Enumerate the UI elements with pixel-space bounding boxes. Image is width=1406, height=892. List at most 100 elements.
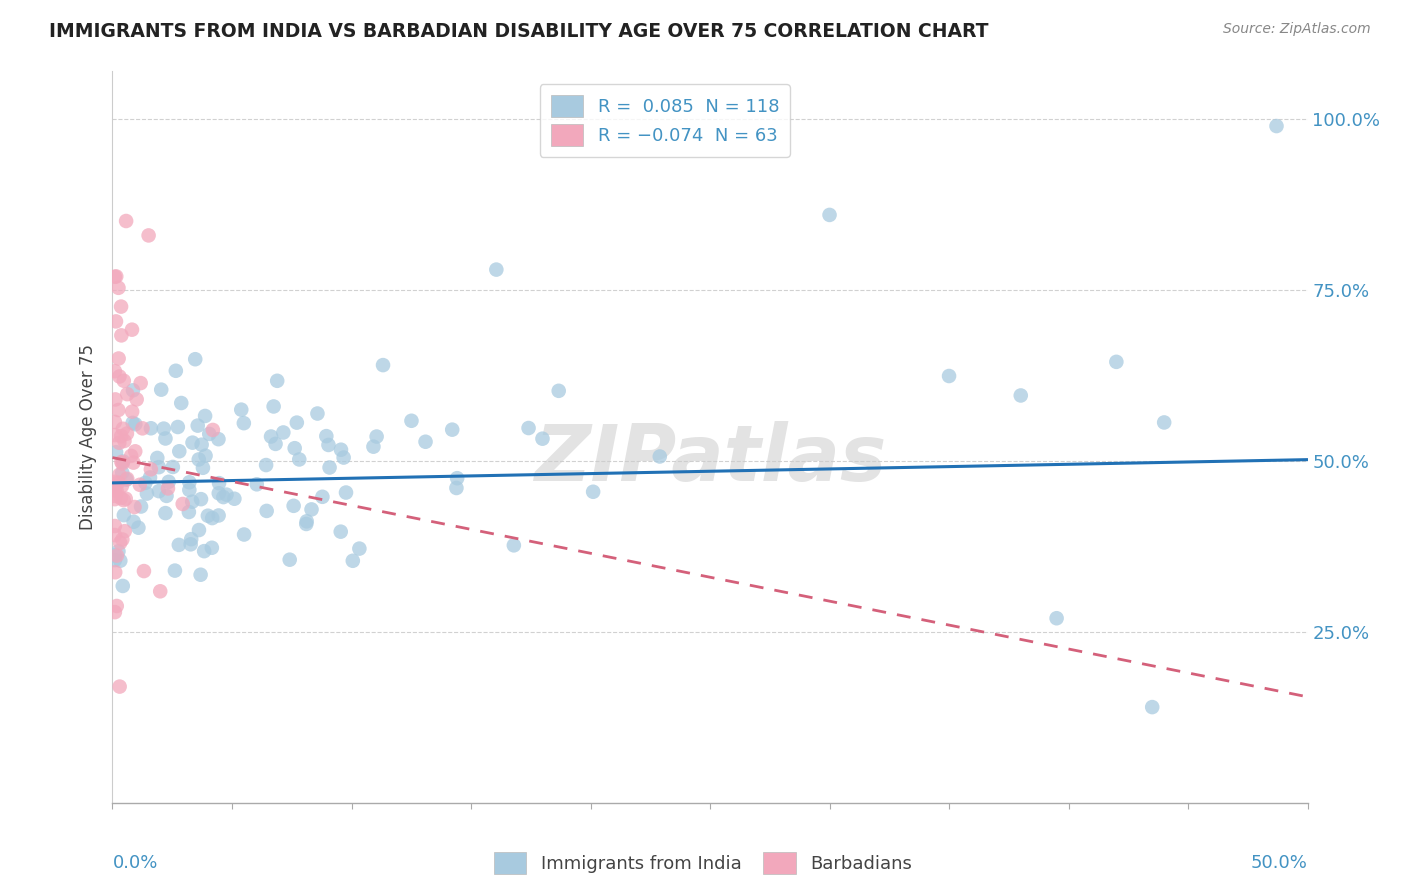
Point — [266, 374, 288, 388]
Point — [288, 452, 311, 467]
Point — [108, 536, 131, 550]
Point — [246, 477, 269, 491]
Text: IMMIGRANTS FROM INDIA VS BARBADIAN DISABILITY AGE OVER 75 CORRELATION CHART: IMMIGRANTS FROM INDIA VS BARBADIAN DISAB… — [49, 22, 988, 41]
Point — [194, 449, 217, 463]
Point — [1010, 388, 1032, 402]
Point — [115, 473, 138, 487]
Point — [104, 392, 127, 407]
Point — [155, 506, 177, 520]
Point — [273, 425, 295, 440]
Point — [128, 477, 150, 491]
Point — [104, 364, 127, 378]
Point — [190, 567, 212, 582]
Point — [307, 407, 329, 421]
Point — [401, 414, 423, 428]
Point — [371, 358, 394, 372]
Point — [104, 428, 127, 442]
Point — [107, 403, 129, 417]
Point — [301, 502, 323, 516]
Point — [139, 462, 162, 476]
Point — [108, 435, 131, 450]
Point — [139, 470, 162, 484]
Point — [155, 432, 177, 446]
Y-axis label: Disability Age Over 75: Disability Age Over 75 — [79, 344, 97, 530]
Point — [318, 438, 340, 452]
Point — [201, 511, 224, 525]
Point — [132, 564, 155, 578]
Point — [134, 475, 156, 490]
Point — [332, 450, 354, 465]
Point — [114, 434, 136, 448]
Point — [188, 523, 211, 537]
Point — [131, 421, 153, 435]
Point — [152, 422, 174, 436]
Point — [197, 508, 219, 523]
Text: ZIPatlas: ZIPatlas — [534, 421, 886, 497]
Point — [531, 432, 554, 446]
Point — [264, 437, 287, 451]
Point — [108, 369, 131, 384]
Point — [1105, 355, 1128, 369]
Point — [156, 482, 179, 496]
Point — [107, 281, 129, 295]
Point — [215, 488, 238, 502]
Point — [517, 421, 540, 435]
Point — [181, 435, 204, 450]
Point — [263, 400, 285, 414]
Point — [190, 438, 212, 452]
Point — [120, 449, 142, 463]
Point — [284, 441, 307, 455]
Point — [122, 515, 145, 529]
Point — [342, 554, 364, 568]
Point — [148, 484, 170, 499]
Point — [207, 432, 229, 446]
Point — [155, 489, 177, 503]
Point — [198, 426, 221, 441]
Legend: Immigrants from India, Barbadians: Immigrants from India, Barbadians — [486, 845, 920, 881]
Point — [366, 429, 388, 443]
Point — [256, 504, 278, 518]
Point — [107, 475, 129, 490]
Point — [122, 384, 145, 398]
Point — [114, 491, 136, 506]
Point — [135, 486, 157, 500]
Point — [104, 519, 127, 533]
Point — [112, 374, 135, 388]
Point — [104, 548, 127, 562]
Point — [446, 471, 468, 485]
Point — [127, 521, 149, 535]
Point — [117, 472, 139, 486]
Point — [818, 208, 841, 222]
Point — [105, 549, 128, 563]
Point — [502, 538, 524, 552]
Point — [190, 492, 212, 507]
Point — [111, 422, 134, 436]
Point — [104, 492, 127, 507]
Text: 0.0%: 0.0% — [112, 854, 157, 872]
Point — [105, 483, 128, 498]
Point — [104, 475, 127, 489]
Point — [166, 420, 188, 434]
Point — [138, 228, 160, 243]
Point — [104, 553, 127, 567]
Point — [108, 680, 131, 694]
Point — [105, 269, 128, 284]
Point — [129, 500, 152, 514]
Point — [1153, 416, 1175, 430]
Point — [129, 376, 152, 390]
Point — [157, 475, 180, 489]
Point — [485, 262, 508, 277]
Point — [179, 483, 201, 497]
Text: Source: ZipAtlas.com: Source: ZipAtlas.com — [1223, 22, 1371, 37]
Point — [415, 434, 437, 449]
Point — [1142, 700, 1164, 714]
Point — [104, 566, 127, 580]
Point — [105, 599, 128, 613]
Point — [104, 415, 127, 429]
Point — [108, 467, 131, 482]
Point — [278, 552, 301, 566]
Point — [330, 442, 353, 457]
Point — [163, 564, 186, 578]
Point — [107, 351, 129, 366]
Point — [194, 409, 217, 423]
